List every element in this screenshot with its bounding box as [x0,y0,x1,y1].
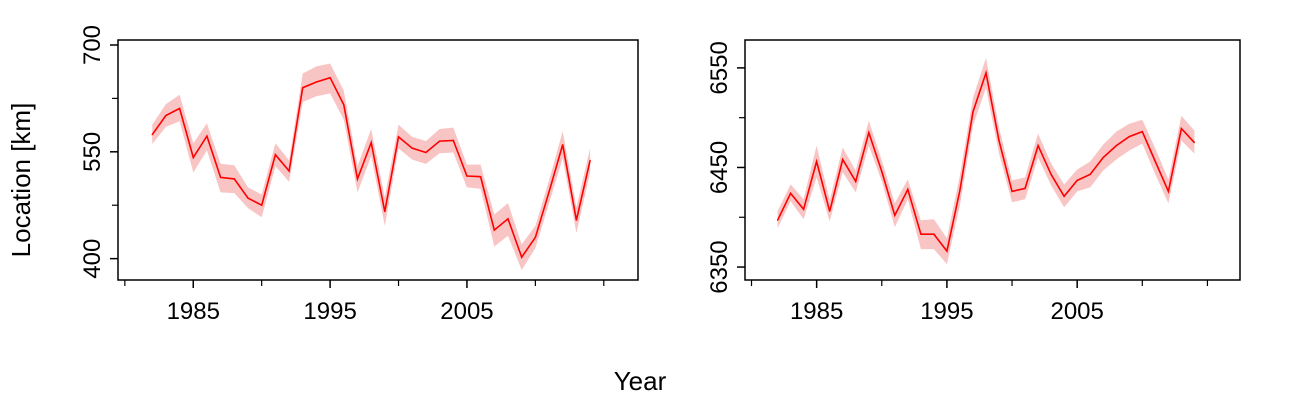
right-data-point [816,160,818,163]
left-x-tick-label: 1985 [167,298,220,325]
right-data-point [855,180,857,182]
left-data-point [220,176,222,178]
left-data-point [288,170,290,172]
left-data-point [261,204,263,206]
right-data-point [933,233,935,235]
right-y-tick-label: 6450 [706,141,733,194]
right-data-point [1154,160,1156,163]
right-data-point [1024,187,1026,189]
left-data-point [480,176,482,178]
right-y-axis: 6350 6450 6550 [706,41,745,294]
left-data-point [397,136,400,138]
right-data-point [1076,179,1078,181]
right-data-point [1050,173,1052,175]
left-data-point [548,191,550,193]
right-data-point [1102,156,1104,159]
left-data-point [425,151,427,154]
x-axis-title: Year [614,366,667,396]
right-data-point [842,158,844,161]
left-data-point [589,159,591,161]
left-data-point [521,256,523,258]
right-data-point [894,214,896,216]
left-panel: 1985 1995 2005 400 550 700 [79,25,639,325]
left-y-tick-label: 550 [79,132,106,172]
left-x-tick-label: 1995 [303,298,356,325]
left-data-point [192,156,194,159]
right-data-point [985,72,987,74]
right-data-point [829,210,831,212]
right-data-point [881,170,883,173]
right-x-tick-label: 2005 [1050,298,1103,325]
left-data-point [575,219,578,221]
left-data-point [233,178,235,180]
right-data-point [1167,190,1169,192]
left-y-tick-label: 400 [79,239,106,279]
right-data-point [946,250,948,252]
left-data-point [343,104,345,106]
right-data-point [1037,145,1039,147]
left-data-point [329,77,331,79]
right-plot-frame [744,39,1241,281]
left-data-point [247,197,249,199]
left-data-point [562,144,564,146]
right-data-point [868,132,870,134]
right-data-point [959,189,961,191]
left-data-point [315,81,317,83]
left-data-point [493,229,495,231]
left-series-line-0 [151,76,591,259]
left-data-point [302,87,304,89]
left-data-point [411,147,413,149]
right-y-tick-label: 6350 [706,240,733,293]
left-data-point [534,236,537,238]
right-data-point [777,219,779,221]
right-data-point [1011,190,1013,192]
left-y-axis: 400 550 700 [79,25,118,279]
left-data-point [151,134,153,136]
left-data-point [274,154,276,156]
left-data-point [179,107,181,109]
right-panel: 1985 1995 2005 6350 6450 6550 [706,39,1241,325]
right-data-point [907,188,909,190]
right-data-point [1180,128,1182,130]
right-data-point [790,192,792,194]
right-confidence-band-0 [777,57,1195,265]
right-data-point [1141,131,1143,133]
left-data-point [466,175,468,177]
left-data-point [452,139,454,141]
left-data-point [439,140,441,142]
right-data-point [920,233,922,235]
left-data-point [206,135,208,137]
right-x-tick-label: 1995 [920,298,973,325]
left-y-tick-label: 700 [79,25,106,65]
y-axis-title: Location [km] [6,103,36,258]
left-plot-frame [117,39,639,281]
left-data-point [507,218,509,220]
left-x-axis: 1985 1995 2005 [124,280,605,325]
right-y-tick-label: 6550 [706,41,733,94]
right-data-point [998,140,1000,142]
left-data-point [356,178,359,180]
right-data-point [1089,173,1091,175]
right-data-point [803,208,805,210]
right-line-layer [776,69,1195,253]
right-band-layer [777,57,1195,265]
left-data-point [384,211,386,213]
left-line-layer [151,76,591,259]
left-data-point [165,114,167,117]
right-x-tick-label: 1985 [790,298,843,325]
right-data-point [1193,142,1195,144]
right-x-axis: 1985 1995 2005 [750,280,1209,325]
left-x-tick-label: 2005 [440,298,493,325]
right-data-point [972,111,974,113]
left-data-point [370,142,372,144]
right-data-point [1115,145,1117,147]
right-data-point [1128,136,1130,138]
right-data-point [1063,195,1065,197]
